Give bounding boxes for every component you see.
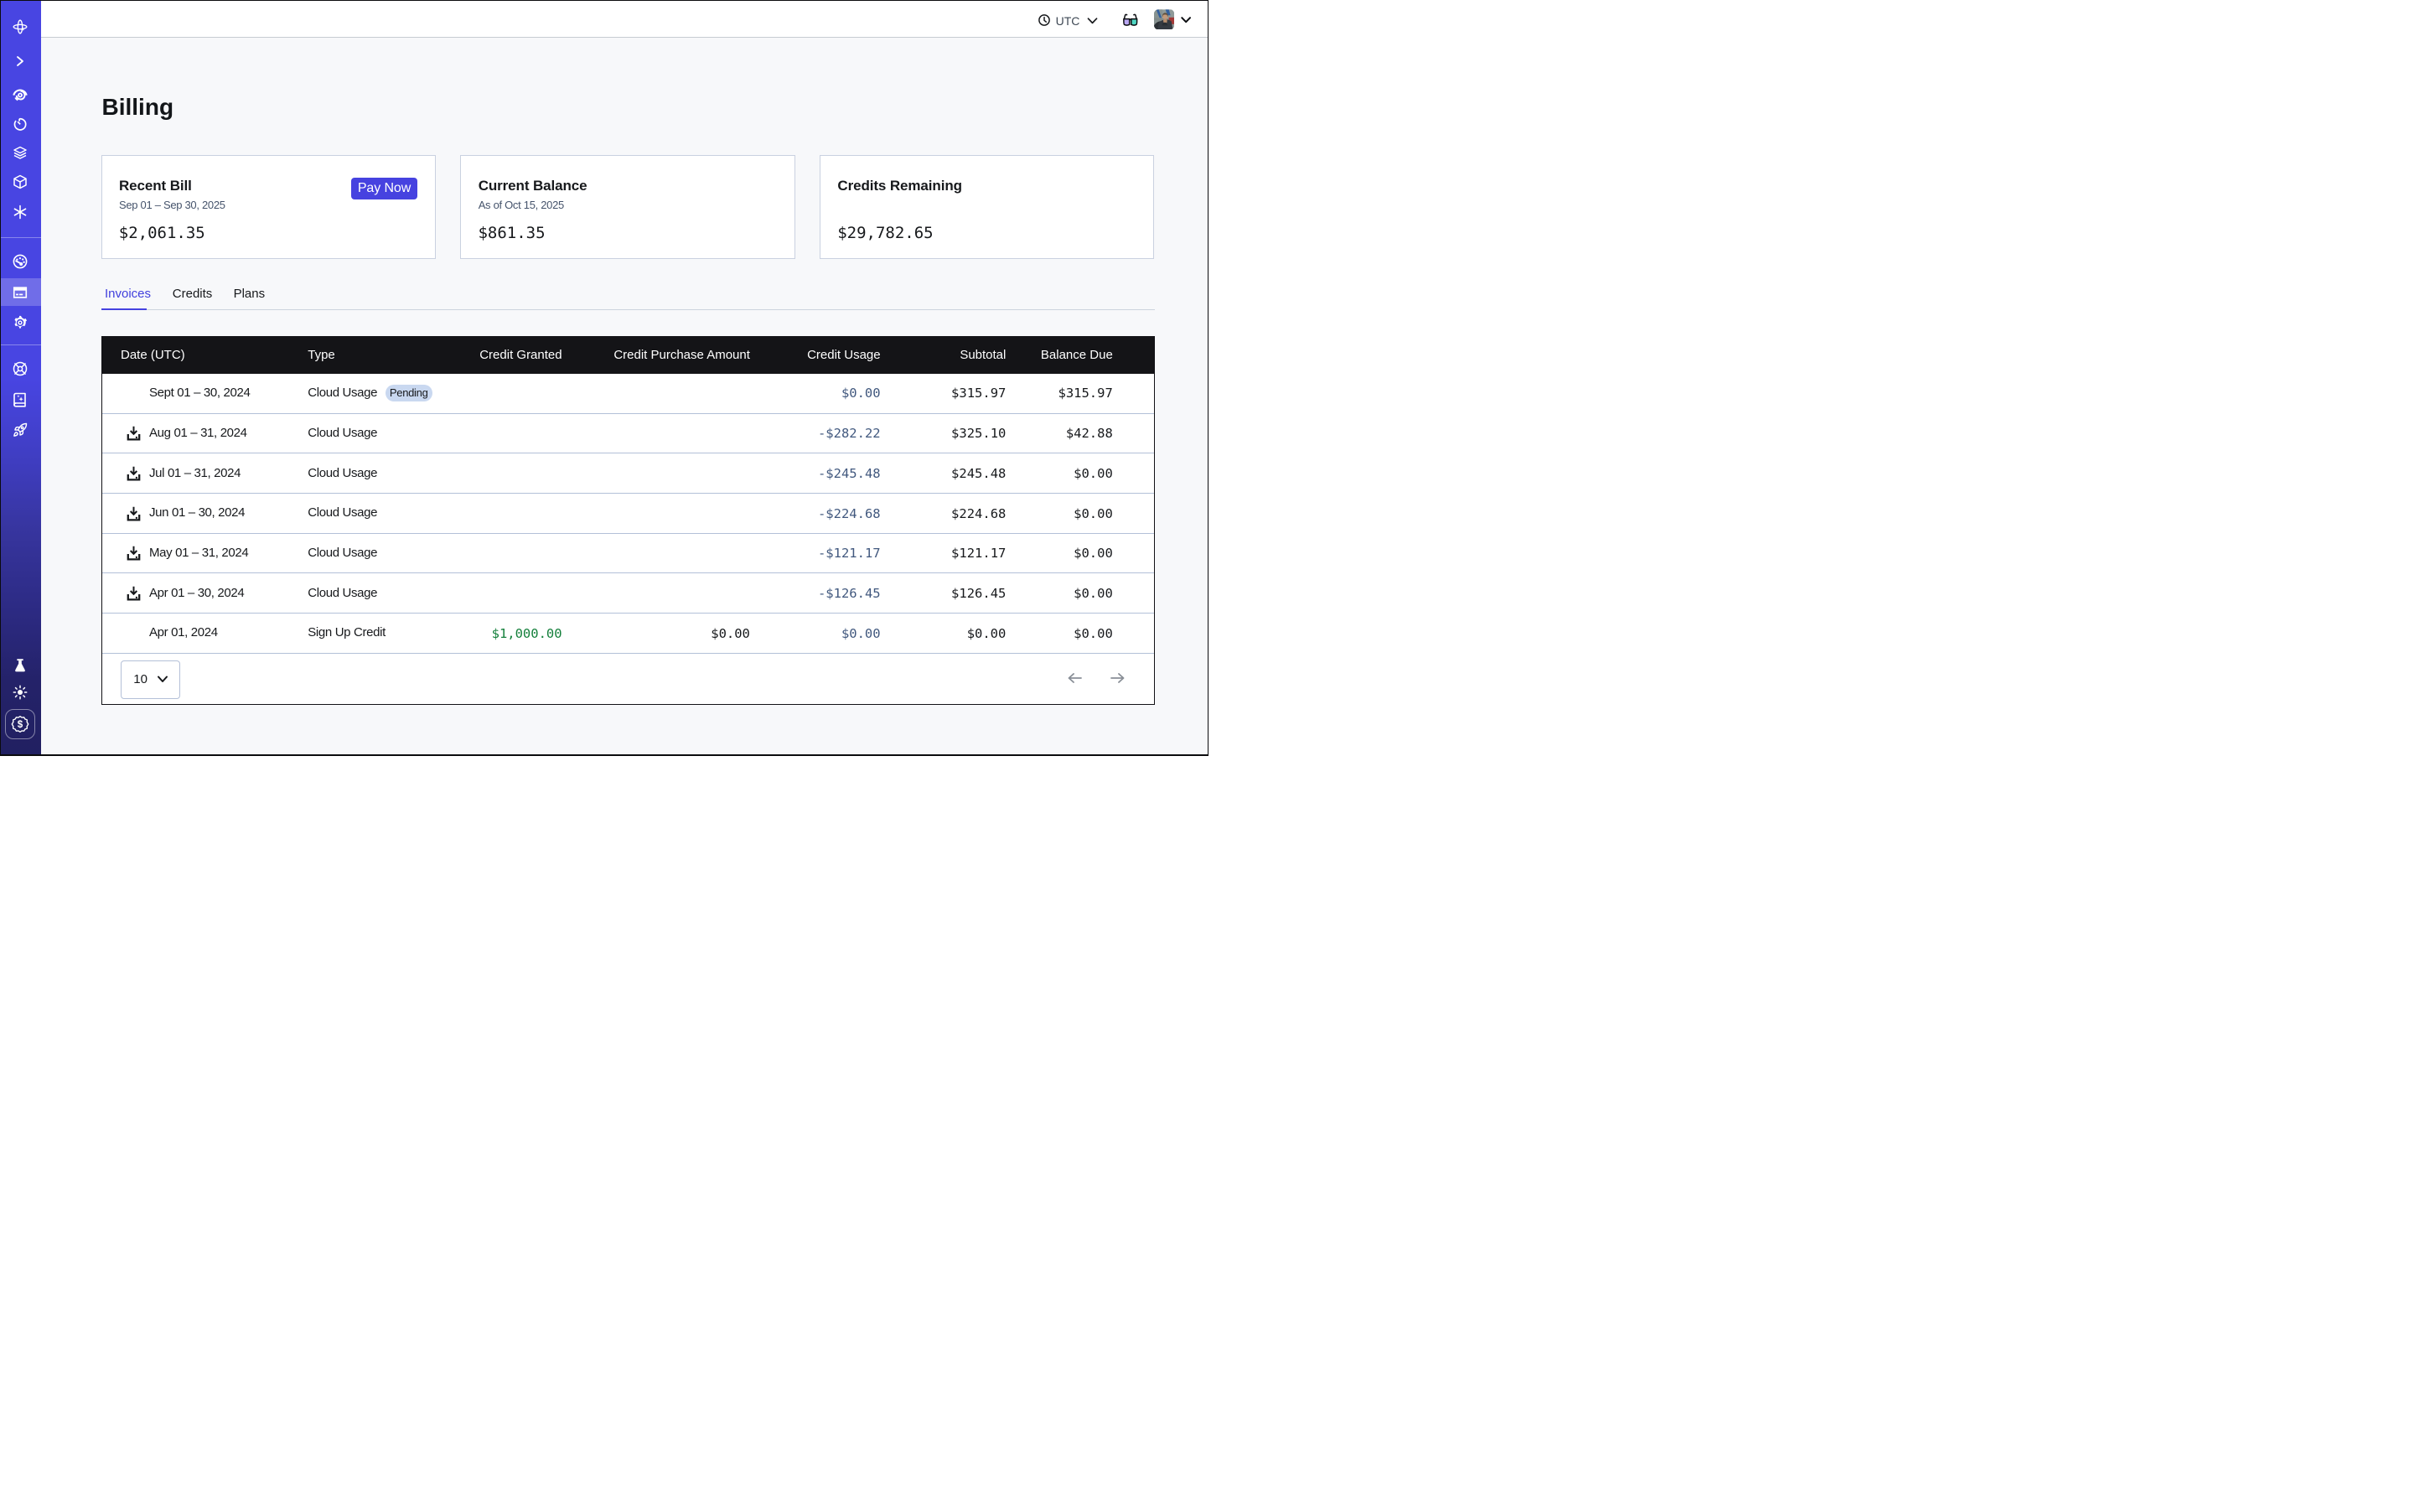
svg-text:$: $ [18, 720, 23, 730]
